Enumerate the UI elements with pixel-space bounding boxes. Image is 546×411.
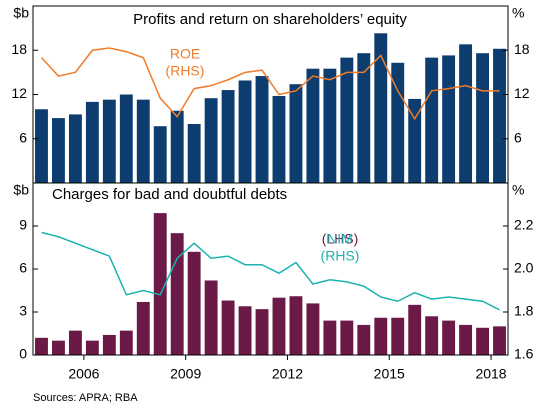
bar — [442, 55, 456, 183]
bar — [476, 327, 489, 355]
bar — [102, 99, 116, 183]
y-tick-label: 3 — [19, 303, 27, 319]
y-tick-label: 0 — [19, 346, 27, 362]
x-tick-label: 2015 — [374, 366, 405, 382]
y-tick-label: 12 — [11, 85, 27, 101]
y-tick-label: 6 — [19, 129, 27, 145]
bar — [221, 90, 235, 183]
bar — [340, 320, 354, 355]
y-unit: $b — [13, 5, 29, 21]
bar — [238, 80, 252, 183]
bar — [119, 330, 133, 355]
x-tick-label: 2018 — [475, 366, 506, 382]
y2-unit: % — [512, 182, 524, 198]
bar — [408, 304, 422, 355]
bar — [391, 317, 405, 355]
annotation: (LHS) — [322, 231, 359, 247]
bar — [408, 98, 422, 183]
bar — [238, 306, 252, 355]
bar — [153, 126, 167, 183]
bar — [68, 330, 82, 355]
bar — [374, 33, 388, 183]
x-tick-label: 2006 — [68, 366, 99, 382]
bar — [35, 109, 48, 183]
bar — [85, 101, 99, 183]
bar — [323, 68, 337, 183]
annotation: (RHS) — [166, 63, 205, 79]
bar — [306, 303, 320, 355]
bar — [204, 280, 218, 355]
bar — [272, 297, 286, 355]
bar — [170, 233, 184, 355]
x-tick-label: 2012 — [272, 366, 303, 382]
bar — [459, 324, 473, 355]
line — [41, 231, 500, 311]
bar — [255, 76, 269, 183]
bar — [85, 340, 99, 355]
panel-title: Charges for bad and doubtful debts — [52, 186, 287, 203]
annotation: (RHS) — [321, 248, 360, 264]
annotation: NIM — [327, 231, 353, 247]
bar — [153, 213, 167, 355]
bar — [357, 53, 371, 184]
bar — [306, 68, 320, 183]
bar — [374, 317, 388, 355]
bar — [68, 114, 82, 183]
y2-tick-label: 6 — [514, 129, 522, 145]
y2-tick-label: 2.2 — [514, 217, 534, 233]
bar — [340, 57, 354, 183]
source: Sources: APRA; RBA — [33, 392, 138, 404]
bar — [35, 337, 48, 355]
bar — [391, 62, 405, 183]
bar — [187, 124, 201, 183]
bar — [136, 99, 150, 183]
annotation: ROE — [170, 46, 200, 62]
y2-tick-label: 12 — [514, 85, 530, 101]
bar — [442, 320, 456, 355]
bar — [52, 118, 65, 183]
y2-tick-label: 2.0 — [514, 260, 534, 276]
bar — [289, 296, 303, 355]
panel-title: Profits and return on shareholders’ equi… — [133, 11, 407, 28]
bar — [323, 320, 337, 355]
bar — [255, 309, 269, 355]
bar — [136, 301, 150, 355]
bar — [204, 98, 218, 183]
bar — [119, 94, 133, 183]
bar — [476, 53, 489, 184]
bar — [102, 334, 116, 355]
y-tick-label: 18 — [11, 41, 27, 57]
x-tick-label: 2009 — [170, 366, 201, 382]
y2-unit: % — [512, 5, 524, 21]
bar — [187, 251, 201, 355]
bar — [272, 95, 286, 183]
bar — [170, 110, 184, 183]
bar — [289, 84, 303, 183]
y2-tick-label: 1.6 — [514, 346, 534, 362]
bar — [425, 57, 439, 183]
y2-tick-label: 18 — [514, 41, 530, 57]
bar — [52, 340, 65, 355]
bar — [425, 316, 439, 355]
bar — [493, 48, 506, 184]
bar — [221, 300, 235, 355]
bar — [459, 44, 473, 183]
y-tick-label: 9 — [19, 217, 27, 233]
bar — [493, 326, 506, 355]
y-tick-label: 6 — [19, 260, 27, 276]
y2-tick-label: 1.8 — [514, 303, 534, 319]
y-unit: $b — [13, 182, 29, 198]
bar — [357, 324, 371, 355]
line — [40, 47, 500, 121]
